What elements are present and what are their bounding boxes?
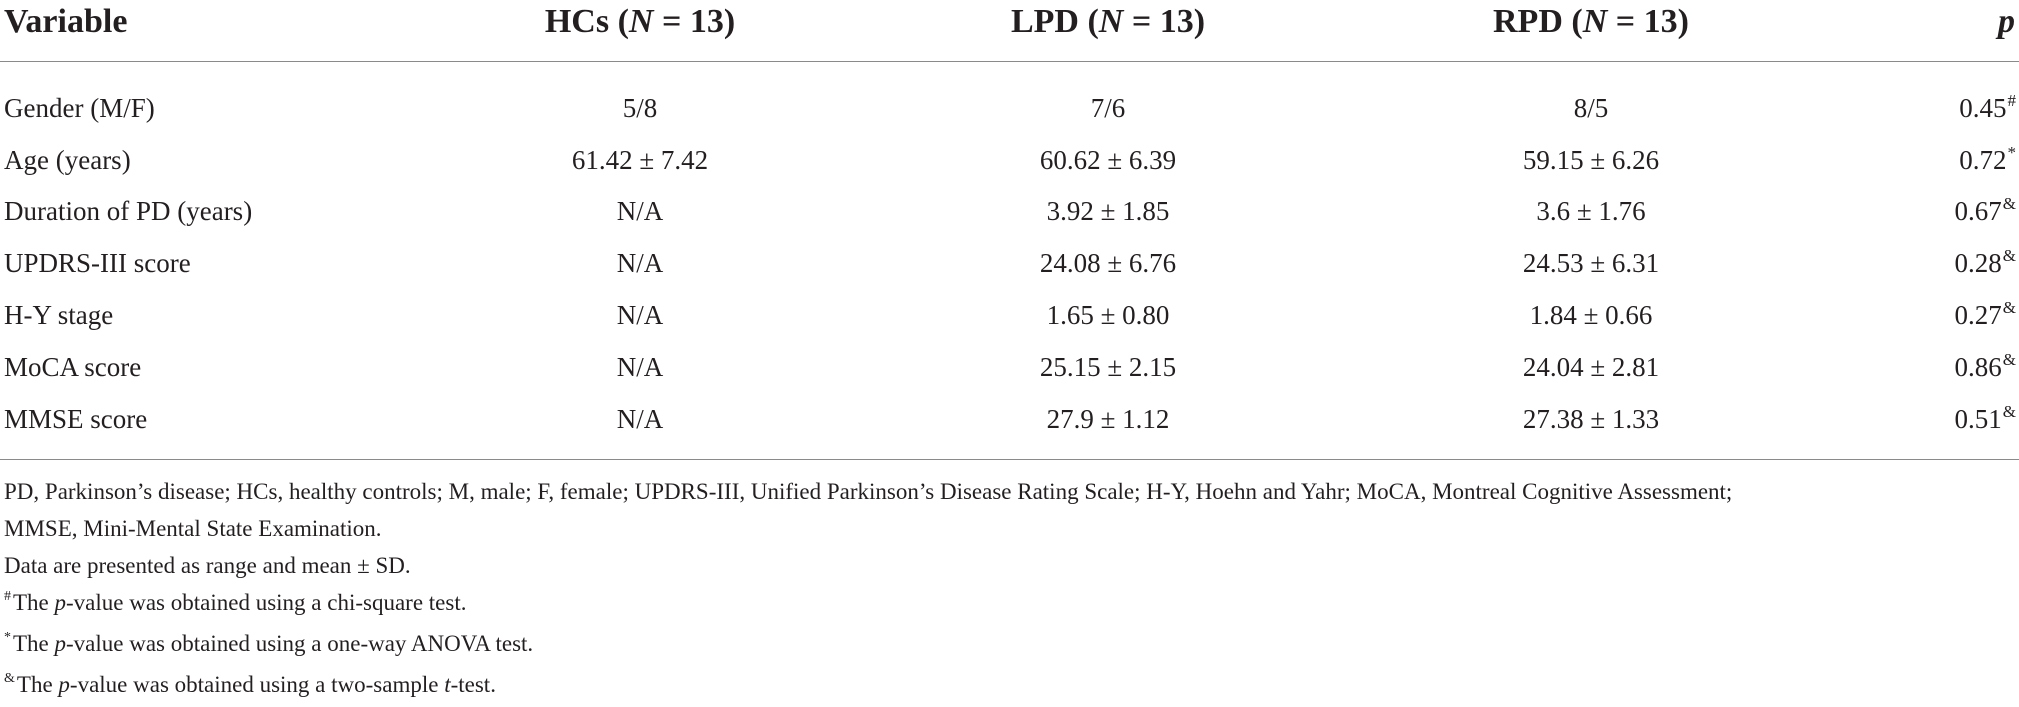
cell-rpd: 24.53 ± 6.31 [1522, 248, 1660, 278]
table-row: UPDRS-III score N/A 24.08 ± 6.76 24.53 ±… [0, 246, 2019, 296]
header-rpd-n: N [1582, 3, 1608, 40]
cell-p-mark: * [2007, 143, 2017, 162]
footnote-chi-square: #The p-value was obtained using a chi-sq… [4, 584, 2016, 625]
table-footnotes: PD, Parkinson’s disease; HCs, healthy co… [4, 473, 2016, 707]
header-p: p [1998, 2, 2015, 42]
cell-p: 0.67& [1955, 194, 2016, 232]
footnote-chi-mark: # [4, 589, 11, 604]
footnote-chi-post: -value was obtained using a chi-square t… [66, 590, 467, 615]
footnote-ttest-post: -value was obtained using a two-sample [69, 672, 445, 697]
table-row: Age (years) 61.42 ± 7.42 60.62 ± 6.39 59… [0, 143, 2019, 193]
cell-p-mark: & [2002, 194, 2016, 213]
cell-p-value: 0.28 [1954, 248, 2002, 278]
cell-hcs: 5/8 [622, 93, 658, 123]
cell-p-value: 0.27 [1954, 300, 2002, 330]
cell-p: 0.86& [1955, 350, 2016, 388]
footnote-abbreviations-line-1: PD, Parkinson’s disease; HCs, healthy co… [4, 479, 1733, 504]
cell-rpd: 3.6 ± 1.76 [1536, 196, 1646, 226]
cell-rpd: 27.38 ± 1.33 [1522, 404, 1660, 434]
header-lpd-count: = 13 [1123, 3, 1194, 40]
cell-p: 0.45# [1959, 91, 2016, 129]
footnote-anova-pre: The [13, 631, 55, 656]
cell-p: 0.27& [1955, 298, 2016, 336]
table-row: Gender (M/F) 5/8 7/6 8/5 0.45# [0, 91, 2019, 141]
cell-hcs: 61.42 ± 7.42 [571, 145, 709, 175]
cell-lpd: 7/6 [1090, 93, 1126, 123]
footnote-ttest-t: t [444, 672, 451, 697]
cell-hcs: N/A [616, 300, 664, 330]
cell-rpd: 59.15 ± 6.26 [1522, 145, 1660, 175]
table-row: MMSE score N/A 27.9 ± 1.12 27.38 ± 1.33 … [0, 402, 2019, 452]
cell-lpd: 60.62 ± 6.39 [1039, 145, 1177, 175]
header-lpd: LPD (N = 13) [1010, 3, 1206, 40]
header-lpd-name: LPD [1010, 3, 1079, 40]
cell-rpd: 24.04 ± 2.81 [1522, 352, 1660, 382]
cell-rpd: 8/5 [1573, 93, 1609, 123]
table-bottom-rule [0, 459, 2019, 460]
footnote-anova: *The p-value was obtained using a one-wa… [4, 625, 2016, 666]
header-rpd-count: = 13 [1607, 3, 1678, 40]
footnote-ttest: &The p-value was obtained using a two-sa… [4, 666, 2016, 707]
cell-p: 0.28& [1955, 246, 2016, 284]
cell-lpd: 24.08 ± 6.76 [1039, 248, 1177, 278]
cell-p: 0.51& [1955, 402, 2016, 440]
table-row: H-Y stage N/A 1.65 ± 0.80 1.84 ± 0.66 0.… [0, 298, 2019, 348]
footnote-ttest-post2: -test. [450, 672, 496, 697]
header-hcs-count: = 13 [653, 3, 724, 40]
footnote-abbreviations-line-2: MMSE, Mini-Mental State Examination. [4, 516, 382, 541]
header-hcs-name: HCs [544, 3, 610, 40]
cell-p-value: 0.86 [1954, 352, 2002, 382]
header-p-letter: p [1998, 3, 2015, 40]
cell-variable: Age (years) [4, 145, 131, 175]
table-row: Duration of PD (years) N/A 3.92 ± 1.85 3… [0, 194, 2019, 244]
cell-p-mark: & [2002, 350, 2016, 369]
cell-lpd: 27.9 ± 1.12 [1046, 404, 1170, 434]
cell-lpd: 1.65 ± 0.80 [1046, 300, 1170, 330]
cell-lpd: 3.92 ± 1.85 [1046, 196, 1170, 226]
cell-hcs: N/A [616, 248, 664, 278]
cell-hcs: N/A [616, 404, 664, 434]
cell-lpd: 25.15 ± 2.15 [1039, 352, 1177, 382]
footnote-ttest-pre: The [16, 672, 59, 697]
header-rpd: RPD (N = 13) [1493, 3, 1689, 40]
header-rule [0, 61, 2019, 62]
cell-variable: Gender (M/F) [4, 93, 155, 123]
header-variable: Variable [4, 3, 128, 40]
footnote-anova-mark: * [4, 630, 11, 645]
cell-hcs: N/A [616, 352, 664, 382]
footnote-ttest-p: p [58, 672, 70, 697]
cell-variable: MoCA score [4, 352, 142, 382]
table-header: Variable HCs (N = 13) LPD (N = 13) RPD (… [0, 0, 2019, 46]
header-hcs: HCs (N = 13) [544, 3, 736, 40]
footnote-chi-p: p [54, 590, 67, 615]
cell-variable: H-Y stage [4, 300, 114, 330]
cell-variable: UPDRS-III score [4, 248, 191, 278]
footnote-anova-post: -value was obtained using a one-way ANOV… [66, 631, 534, 656]
cell-p-value: 0.67 [1954, 196, 2002, 226]
cell-p-mark: & [2002, 298, 2016, 317]
cell-rpd: 1.84 ± 0.66 [1529, 300, 1653, 330]
table-row: MoCA score N/A 25.15 ± 2.15 24.04 ± 2.81… [0, 350, 2019, 400]
cell-p-mark: & [2002, 246, 2016, 265]
cell-p-value: 0.45 [1959, 93, 2007, 123]
footnote-anova-p: p [54, 631, 67, 656]
cell-variable: MMSE score [4, 404, 148, 434]
cell-p-mark: # [2007, 91, 2017, 110]
cell-p: 0.72* [1959, 143, 2016, 181]
header-lpd-n: N [1098, 3, 1124, 40]
header-rpd-name: RPD [1493, 3, 1563, 40]
cell-variable: Duration of PD (years) [4, 196, 253, 226]
footnote-ttest-mark: & [4, 671, 15, 686]
cell-p-mark: & [2002, 402, 2016, 421]
footnote-data-presentation: Data are presented as range and mean ± S… [4, 553, 411, 578]
cell-p-value: 0.51 [1954, 404, 2002, 434]
header-hcs-n: N [628, 3, 654, 40]
cell-hcs: N/A [616, 196, 664, 226]
cell-p-value: 0.72 [1959, 145, 2007, 175]
footnote-chi-pre: The [13, 590, 55, 615]
